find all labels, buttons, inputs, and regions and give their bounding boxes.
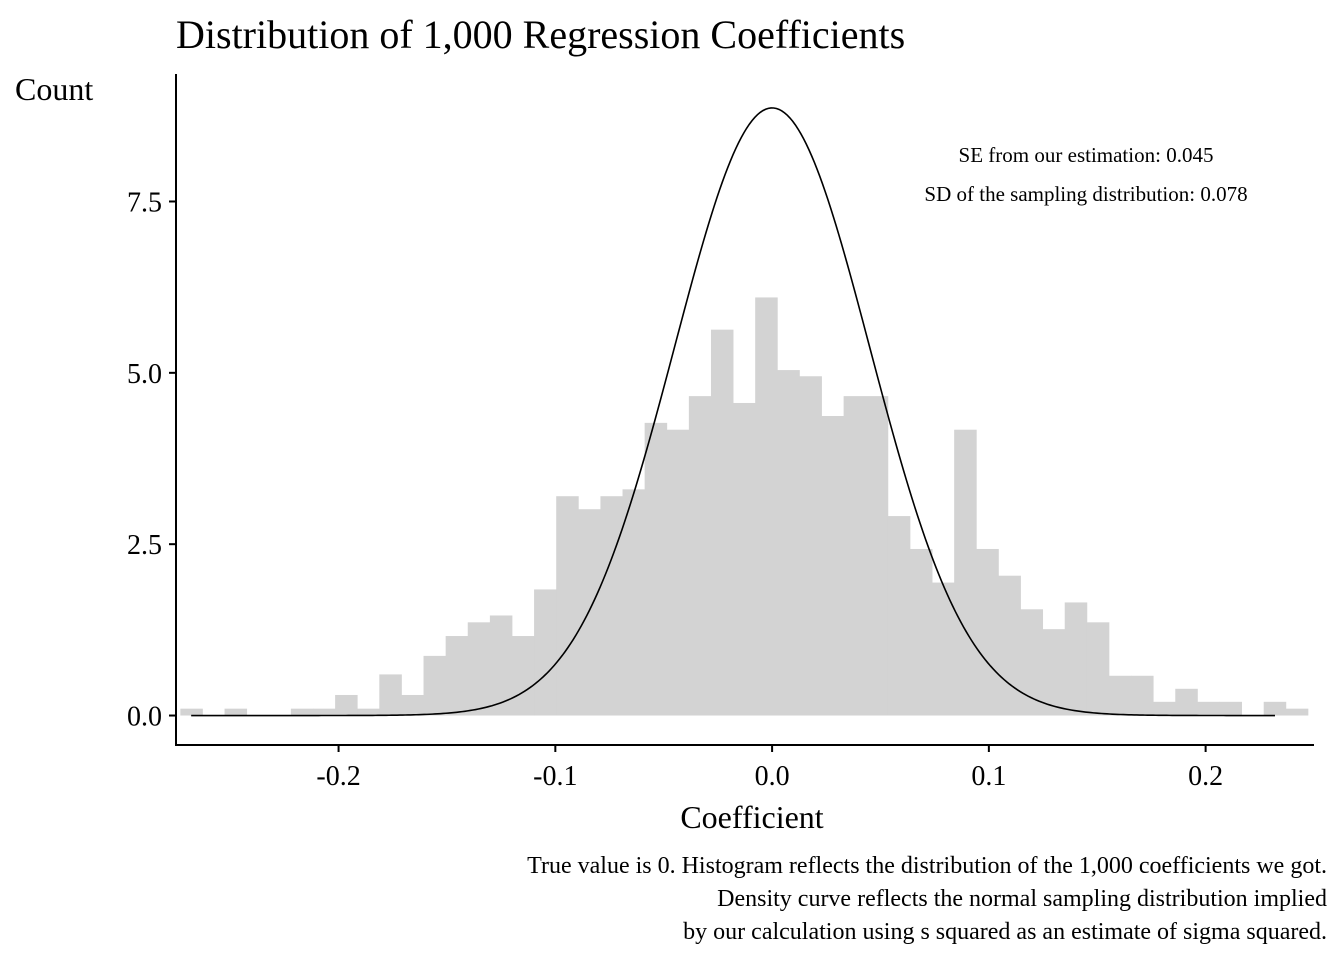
annotation-se: SE from our estimation: 0.045: [959, 143, 1214, 167]
histogram-bar: [1263, 701, 1287, 716]
histogram-bar: [489, 615, 513, 716]
histogram-bar: [511, 636, 535, 716]
caption-line-2: Density curve reflects the normal sampli…: [717, 886, 1327, 912]
annotation-sd: SD of the sampling distribution: 0.078: [924, 182, 1247, 206]
histogram-bar: [932, 582, 955, 716]
histogram-bar: [180, 708, 203, 716]
histogram-bar: [1197, 701, 1220, 716]
histogram-bar: [401, 694, 424, 716]
x-tick-label: -0.2: [316, 761, 360, 792]
histogram-bar: [534, 589, 557, 716]
histogram-bar: [335, 694, 358, 716]
histogram-bar: [224, 708, 248, 716]
chart-title: Distribution of 1,000 Regression Coeffic…: [176, 12, 905, 57]
histogram-bar: [1086, 622, 1110, 716]
x-tick-label: 0.2: [1188, 761, 1223, 792]
histogram-bar: [1064, 602, 1088, 716]
y-tick-label: 0.0: [127, 702, 162, 733]
histogram-bars: [180, 297, 1309, 716]
histogram-bar: [843, 396, 867, 716]
x-tick-label: -0.1: [533, 761, 577, 792]
histogram-bar: [998, 575, 1021, 716]
y-tick-label: 5.0: [127, 359, 162, 390]
histogram-bar: [710, 329, 734, 716]
histogram-bar: [1285, 708, 1309, 716]
y-axis-ticks: 0.0 2.5 5.0 7.5: [127, 187, 176, 733]
caption-line-3: by our calculation using s squared as an…: [683, 919, 1327, 945]
histogram-bar: [1175, 688, 1198, 716]
y-axis-title: Count: [15, 71, 93, 107]
histogram-bar: [865, 396, 889, 716]
histogram-bar: [445, 636, 469, 716]
histogram-bar: [733, 402, 756, 716]
histogram-bar: [1153, 701, 1176, 716]
x-tick-label: 0.0: [755, 761, 790, 792]
histogram-bar: [821, 416, 845, 716]
x-axis-title: Coefficient: [680, 799, 823, 835]
histogram-bar: [688, 396, 712, 716]
histogram-bar: [556, 496, 579, 716]
x-axis-ticks: -0.2 -0.1 0.0 0.1 0.2: [316, 745, 1223, 792]
histogram-bar: [357, 708, 380, 716]
histogram-bar: [1219, 701, 1243, 716]
histogram-bar: [799, 376, 822, 716]
histogram-bar: [666, 429, 690, 716]
histogram-bar: [312, 708, 336, 716]
histogram-bar: [600, 496, 623, 716]
histogram-bar: [578, 509, 601, 716]
histogram-bar: [954, 429, 977, 716]
histogram-bar: [976, 548, 999, 716]
density-curve: [191, 107, 1275, 717]
histogram-bar: [755, 297, 778, 716]
histogram-bar: [1108, 675, 1132, 716]
histogram-bar: [423, 655, 447, 716]
histogram-bar: [1042, 629, 1066, 716]
y-tick-label: 2.5: [127, 530, 162, 561]
histogram-bar: [1020, 609, 1044, 716]
histogram-bar: [909, 548, 933, 716]
caption-line-1: True value is 0. Histogram reflects the …: [527, 853, 1327, 879]
x-tick-label: 0.1: [971, 761, 1006, 792]
histogram-bar: [379, 674, 402, 716]
histogram-bar: [1131, 675, 1154, 716]
histogram-bar: [290, 708, 314, 716]
histogram-bar: [887, 516, 911, 716]
histogram-bar: [644, 422, 668, 716]
histogram-bar: [622, 489, 646, 716]
y-tick-label: 7.5: [127, 187, 162, 218]
histogram-bar: [777, 370, 800, 716]
histogram-bar: [467, 622, 491, 716]
